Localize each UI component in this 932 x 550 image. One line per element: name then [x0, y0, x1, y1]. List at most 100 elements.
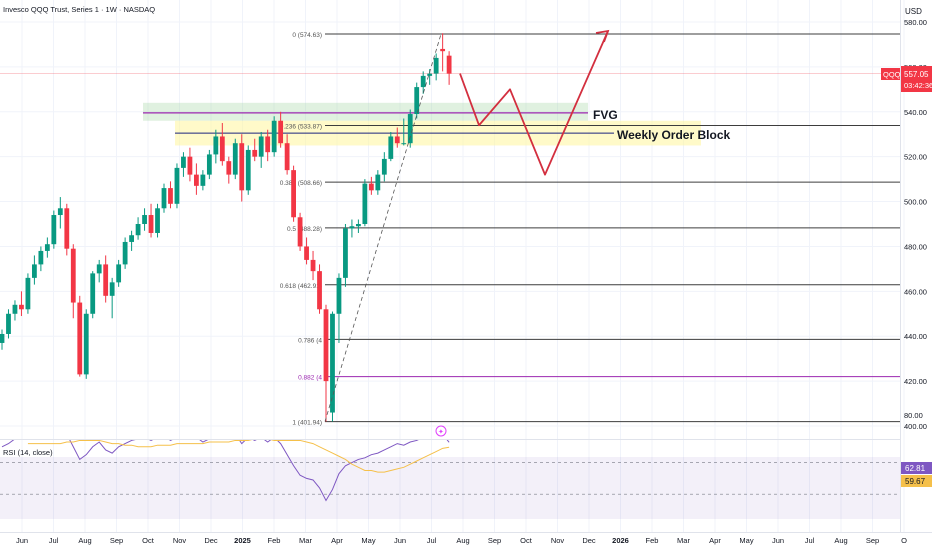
fvg-zone[interactable]	[143, 102, 588, 121]
candle-body	[135, 224, 141, 236]
candle	[336, 273, 342, 343]
candle-body	[356, 224, 361, 227]
candle-body	[362, 183, 368, 224]
candle	[83, 309, 89, 379]
candle	[200, 170, 206, 191]
candle	[116, 259, 122, 287]
candle	[265, 129, 271, 162]
candle-body	[440, 48, 446, 52]
chart-title: Invesco QQQ Trust, Series 1 · 1W · NASDA…	[3, 5, 155, 14]
candle-body	[96, 264, 102, 274]
time-tick-label: Jul	[49, 536, 59, 545]
candle	[232, 138, 238, 180]
time-tick-label: Jul	[805, 536, 815, 545]
price-tick-label: 440.00	[904, 332, 927, 341]
rsi-value: 62.81	[905, 464, 926, 473]
rsi-line	[1, 440, 450, 502]
candle	[226, 156, 232, 184]
candle-body	[181, 156, 186, 168]
candle	[122, 237, 128, 269]
currency-label: USD	[905, 7, 922, 16]
time-tick-label: Jun	[394, 536, 406, 545]
order-block-label: Weekly Order Block	[617, 128, 730, 142]
time-tick-label: Dec	[582, 536, 596, 545]
candle-body	[375, 174, 381, 191]
bar-countdown: 03:42:36	[904, 81, 932, 90]
time-axis[interactable]: Jun Jul Aug Sep Oct Nov Dec 2025 Feb Mar Apr May Jun…	[16, 536, 907, 545]
candle	[252, 138, 258, 162]
candle-body	[12, 304, 18, 314]
candle	[310, 250, 316, 281]
candle	[433, 53, 439, 81]
price-tick-label: 420.00	[904, 377, 927, 386]
candle-body	[304, 246, 309, 260]
candle-body	[278, 120, 284, 144]
fib-level-label: 0.882 (4	[298, 375, 322, 382]
candles-layer	[0, 33, 452, 422]
price-tick-label: 400.00	[904, 422, 927, 431]
candle	[401, 118, 407, 146]
candle-body	[226, 161, 232, 175]
candle-body	[64, 208, 70, 249]
candle-body	[368, 183, 374, 191]
fvg-label: FVG	[593, 108, 618, 122]
time-tick-label: 2026	[612, 536, 629, 545]
time-tick-label: Feb	[646, 536, 659, 545]
candle	[330, 311, 335, 422]
candle	[323, 304, 329, 422]
candle-body	[219, 136, 225, 162]
candle	[142, 208, 147, 231]
candle-body	[427, 73, 433, 76]
candle-body	[297, 217, 303, 247]
candle	[161, 183, 167, 213]
time-tick-label: Apr	[709, 536, 721, 545]
candle	[219, 123, 225, 166]
candle-body	[155, 208, 160, 233]
rsi-title: RSI (14, close)	[3, 448, 53, 457]
candle	[77, 295, 83, 377]
candle	[388, 131, 394, 162]
candle-body	[232, 143, 238, 175]
rsi-pane	[0, 440, 900, 502]
fib-level-label: 0.382 (508.66)	[280, 180, 322, 187]
candle	[271, 116, 277, 157]
svg-text:✦: ✦	[438, 428, 444, 436]
candle-body	[57, 208, 63, 216]
candle	[394, 127, 400, 148]
candle-body	[394, 136, 400, 144]
drawings-layer[interactable]	[324, 29, 610, 422]
time-tick-label: May	[739, 536, 753, 545]
price-badge: QQQ 557.05 03:42:36	[881, 66, 932, 92]
fib-level-label: 0.5 (488.28)	[287, 226, 322, 233]
candle	[414, 82, 420, 119]
candle-body	[122, 241, 128, 265]
candle	[368, 176, 374, 195]
event-marker-icon[interactable]: ✦	[435, 425, 447, 437]
fib-retracement[interactable]: 0 (574.63) 0.236 (533.87) 0.382 (508.66) 0.…	[280, 32, 900, 427]
candle	[12, 300, 18, 321]
candle-body	[401, 143, 407, 145]
time-tick-label: Sep	[110, 536, 123, 545]
candle	[278, 111, 284, 148]
candle	[44, 237, 50, 258]
candle	[362, 179, 368, 227]
projection-arrow[interactable]	[459, 30, 609, 176]
candle-body	[388, 136, 394, 159]
time-tick-label: O	[901, 536, 907, 545]
candle	[356, 219, 361, 233]
candle	[25, 273, 31, 314]
price-tick-label: 500.00	[904, 198, 927, 207]
price-tick-label: 580.00	[904, 18, 927, 27]
candle	[245, 145, 251, 195]
candle-body	[77, 302, 83, 375]
time-tick-label: Nov	[551, 536, 565, 545]
candle	[64, 203, 70, 256]
candle-body	[343, 228, 348, 278]
fib-anchor-line	[324, 34, 442, 422]
candle-body	[330, 313, 335, 413]
candle	[187, 147, 193, 182]
fib-level-label: 1 (401.94)	[292, 420, 322, 427]
candle-body	[148, 215, 154, 233]
candle-body	[239, 143, 245, 191]
